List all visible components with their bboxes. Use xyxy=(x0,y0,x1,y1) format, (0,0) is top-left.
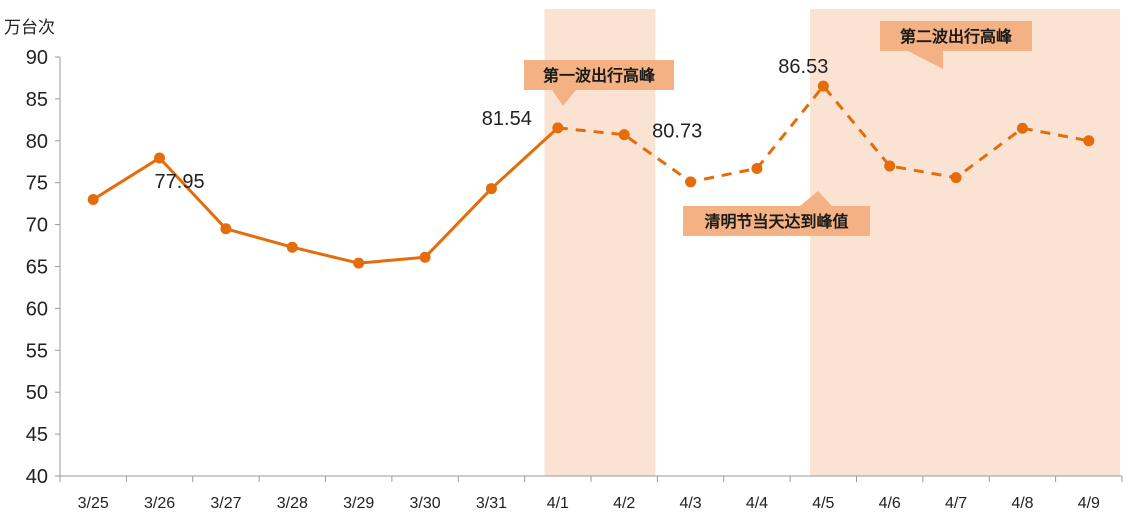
y-tick-label: 65 xyxy=(26,257,48,279)
x-tick-label: 4/7 xyxy=(945,495,967,512)
y-tick-label: 55 xyxy=(26,340,48,362)
data-label-4/2: 80.73 xyxy=(652,121,702,143)
callout-box xyxy=(880,21,1032,51)
data-point-3/31 xyxy=(485,183,497,195)
data-label-4/5: 86.53 xyxy=(778,56,828,78)
y-tick-label: 90 xyxy=(26,47,48,69)
x-tick-label: 3/28 xyxy=(277,495,308,512)
x-tick-label: 3/27 xyxy=(210,495,241,512)
data-label-4/1: 81.54 xyxy=(482,108,532,130)
y-tick-label: 80 xyxy=(26,131,48,153)
callout-pointer xyxy=(800,191,832,206)
x-tick-label: 3/25 xyxy=(78,495,109,512)
x-tick-label: 4/2 xyxy=(613,495,635,512)
y-tick-label: 45 xyxy=(26,424,48,446)
x-tick-label: 4/3 xyxy=(679,495,701,512)
data-point-4/2 xyxy=(618,129,630,141)
data-point-3/29 xyxy=(353,257,365,269)
callout-1: 第一波出行高峰 xyxy=(524,60,674,106)
data-labels: 77.95 81.54 80.73 86.53 xyxy=(155,56,829,193)
highlight-band-2 xyxy=(810,9,1121,476)
callout-text: 第一波出行高峰 xyxy=(543,66,656,85)
x-tick-label: 4/5 xyxy=(812,495,834,512)
callout-text: 第二波出行高峰 xyxy=(900,27,1013,46)
callout-2: 清明节当天达到峰值 xyxy=(683,191,870,236)
y-tick-label: 40 xyxy=(26,466,48,488)
y-tick-label: 85 xyxy=(26,89,48,111)
y-tick-label: 70 xyxy=(26,215,48,237)
callout-3: 第二波出行高峰 xyxy=(880,21,1032,69)
x-tick-label: 3/26 xyxy=(144,495,175,512)
y-tick-label: 75 xyxy=(26,173,48,195)
data-point-4/5 xyxy=(817,80,829,92)
data-point-4/1 xyxy=(552,122,564,134)
data-points xyxy=(87,80,1095,269)
callout-pointer xyxy=(552,90,576,106)
x-tick-label: 4/9 xyxy=(1078,495,1100,512)
data-point-4/9 xyxy=(1083,135,1095,147)
series-solid-segment xyxy=(92,126,559,265)
callout-text: 清明节当天达到峰值 xyxy=(704,212,848,231)
series-dashed-segment xyxy=(557,84,1090,184)
x-tick-label: 3/31 xyxy=(476,495,507,512)
y-axis-unit-label: 万台次 xyxy=(4,18,55,37)
data-point-4/4 xyxy=(751,162,763,174)
callout-box xyxy=(524,60,674,90)
data-point-4/8 xyxy=(1016,122,1028,134)
x-tick-label: 4/8 xyxy=(1011,495,1033,512)
data-point-3/25 xyxy=(87,193,99,205)
data-point-3/27 xyxy=(220,223,232,235)
y-tick-label: 60 xyxy=(26,298,48,320)
data-point-3/28 xyxy=(286,241,298,253)
data-point-4/3 xyxy=(685,176,697,188)
data-label-3/26: 77.95 xyxy=(155,171,205,193)
series-line xyxy=(92,84,1090,265)
axes: 40 45 50 55 60 65 70 75 80 85 90 3/25 3/26 3/27 3/28 3/… xyxy=(26,47,1123,512)
data-point-4/6 xyxy=(884,160,896,172)
x-tick-label: 4/6 xyxy=(879,495,901,512)
callout-box xyxy=(683,206,870,236)
data-point-3/26 xyxy=(154,152,166,164)
data-point-3/30 xyxy=(419,251,431,263)
x-tick-label: 3/30 xyxy=(409,495,440,512)
y-tick-label: 50 xyxy=(26,382,48,404)
x-tick-label: 4/1 xyxy=(547,495,569,512)
x-tick-label: 4/4 xyxy=(746,495,768,512)
data-point-4/7 xyxy=(950,172,962,184)
callout-pointer xyxy=(908,51,943,69)
x-tick-label: 3/29 xyxy=(343,495,374,512)
